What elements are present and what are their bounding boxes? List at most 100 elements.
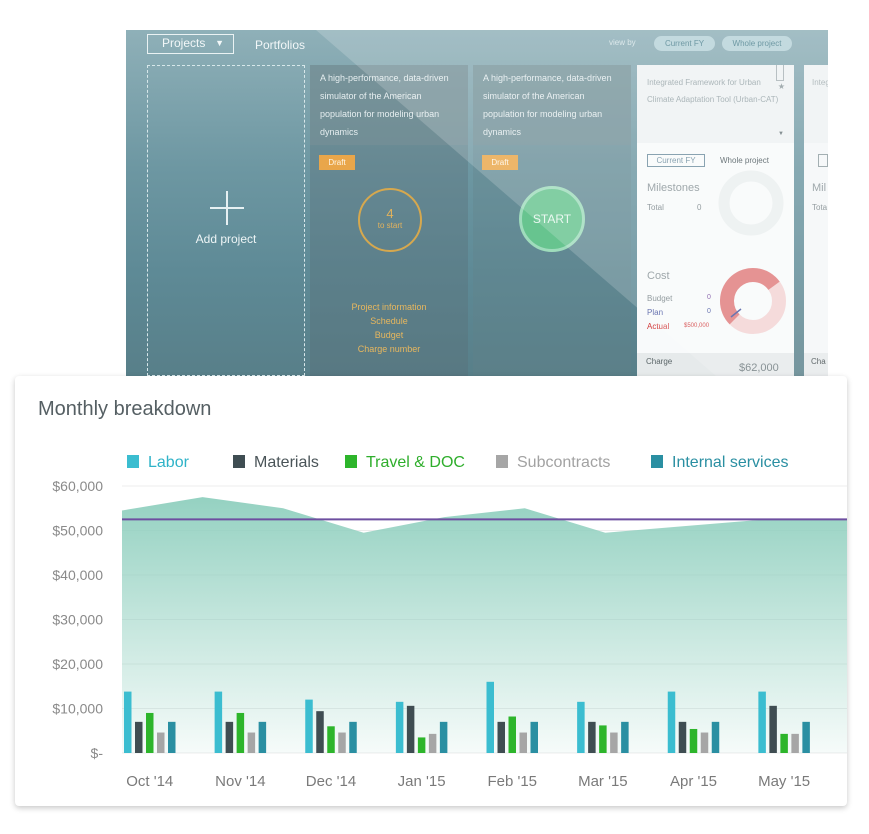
legend-swatch [651,455,663,468]
x-tick-label: Mar '15 [578,773,628,790]
y-tick-label: $60,000 [52,478,103,494]
bar-internal-services [621,721,629,753]
charge-label: Charge [646,357,673,366]
cost-gauge [720,268,786,334]
milestones-heading-partial: Mil [812,182,827,194]
bar-internal-services [530,721,538,753]
x-tick-label: Oct '14 [126,773,173,790]
legend-item-subcontracts[interactable]: Subcontracts [496,453,610,473]
view-whole-project-button[interactable]: Whole project [722,36,792,51]
y-tick-label: $20,000 [52,656,103,672]
bar-internal-services [439,721,448,753]
monthly-breakdown-chart: $60,000 $50,000 $40,000 $30,000 $20,000 $10,0… [52,478,847,790]
bar-materials [316,711,324,753]
milestones-donut [718,170,784,236]
bar-internal-services [349,721,357,753]
charge-footer: Charge $62,000 [637,353,794,376]
link-budget[interactable]: Budget [374,330,404,340]
project-links: Project information Schedule Budget Char… [310,300,468,356]
status-badge: Draft [319,155,355,170]
monthly-breakdown-card: Monthly breakdown Labor Materials Travel… [15,376,847,806]
legend-item-internal-services[interactable]: Internal services [651,453,789,473]
bar-labor [577,701,585,753]
bar-internal-services [802,721,810,753]
legend-label: Subcontracts [517,454,611,471]
bar-materials [135,721,143,753]
legend-item-materials[interactable]: Materials [233,453,319,473]
bar-labor [124,691,132,753]
bar-subcontracts [338,732,346,753]
bar-subcontracts [700,732,709,753]
top-bar: Projects ▼ Portfolios view by Current FY… [126,30,828,60]
plan-label: Plan [647,308,664,317]
bar-subcontracts [247,732,256,753]
link-project-information[interactable]: Project information [351,302,427,312]
projects-dropdown[interactable]: Projects ▼ [147,34,234,54]
bar-materials [497,721,505,753]
actual-value: $500,000 [684,323,710,329]
chart-title: Monthly breakdown [38,398,212,420]
milestones-total-value: 0 [697,203,702,212]
project-detail-panel-partial: Integ Urb Too Mil Tota Cha [804,65,828,376]
chevron-down-icon[interactable]: ▼ [778,131,784,137]
total-cost-area [122,497,847,753]
bar-subcontracts [157,732,165,753]
checkbox[interactable] [818,154,828,167]
bar-travel-doc [327,726,335,753]
charge-footer-partial: Cha [804,353,828,376]
bar-subcontracts [519,732,527,753]
plus-icon [210,191,244,225]
charge-label-partial: Cha [811,357,826,366]
view-current-fy-button[interactable]: Current FY [654,36,715,51]
tab-current-fy[interactable]: Current FY [647,154,705,167]
project-card[interactable]: A high-performance, data-driven simulato… [473,65,631,376]
project-card[interactable]: A high-performance, data-driven simulato… [310,65,468,376]
legend-label: Travel & DOC [366,454,465,471]
x-tick-label: Feb '15 [487,773,537,790]
x-tick-label: May '15 [758,773,810,790]
star-icon[interactable]: ★ [777,82,785,91]
bar-subcontracts [610,732,618,753]
add-project-tile[interactable]: Add project [147,65,305,376]
legend-label: Materials [254,454,319,471]
x-tick-label: Apr '15 [670,773,717,790]
bar-subcontracts [791,733,799,753]
project-title-partial: Integ Urb Too [804,65,828,143]
bar-subcontracts [428,733,437,753]
chevron-down-icon: ▼ [215,38,224,48]
link-schedule[interactable]: Schedule [370,316,408,326]
link-charge-number[interactable]: Charge number [357,344,421,354]
tab-whole-project[interactable]: Whole project [720,156,769,165]
project-description: A high-performance, data-driven simulato… [310,65,468,145]
budget-label: Budget [647,294,673,303]
bar-travel-doc [599,725,607,753]
legend-item-labor[interactable]: Labor [127,453,189,473]
legend-item-travel-doc[interactable]: Travel & DOC [345,453,465,473]
bar-internal-services [711,721,720,753]
status-badge: Draft [482,155,518,170]
bar-labor [395,701,404,753]
bar-labor [214,691,223,753]
portfolios-link[interactable]: Portfolios [255,38,306,52]
cost-heading: Cost [647,270,670,282]
x-tick-label: Nov '14 [215,773,265,790]
bar-materials [225,721,234,753]
legend-swatch [345,455,357,468]
project-title: Integrated Framework for Urban Climate A… [637,65,794,143]
milestones-total-label: Total [647,203,664,212]
bar-materials [406,705,415,753]
project-detail-panel: Integrated Framework for Urban Climate A… [637,65,794,376]
bookmark-icon[interactable] [776,65,784,81]
legend-swatch [127,455,139,468]
bar-internal-services [258,721,267,753]
y-tick-label: $- [91,745,104,761]
progress-ring: 4 to start [358,188,422,252]
total-label-partial: Tota [812,203,828,212]
bar-labor [758,691,766,753]
budget-value: 0 [707,294,711,301]
plan-value: 0 [707,308,711,315]
bar-labor [305,699,313,753]
bar-travel-doc [236,712,245,753]
start-button[interactable]: START [519,186,585,252]
bar-travel-doc [508,716,516,753]
